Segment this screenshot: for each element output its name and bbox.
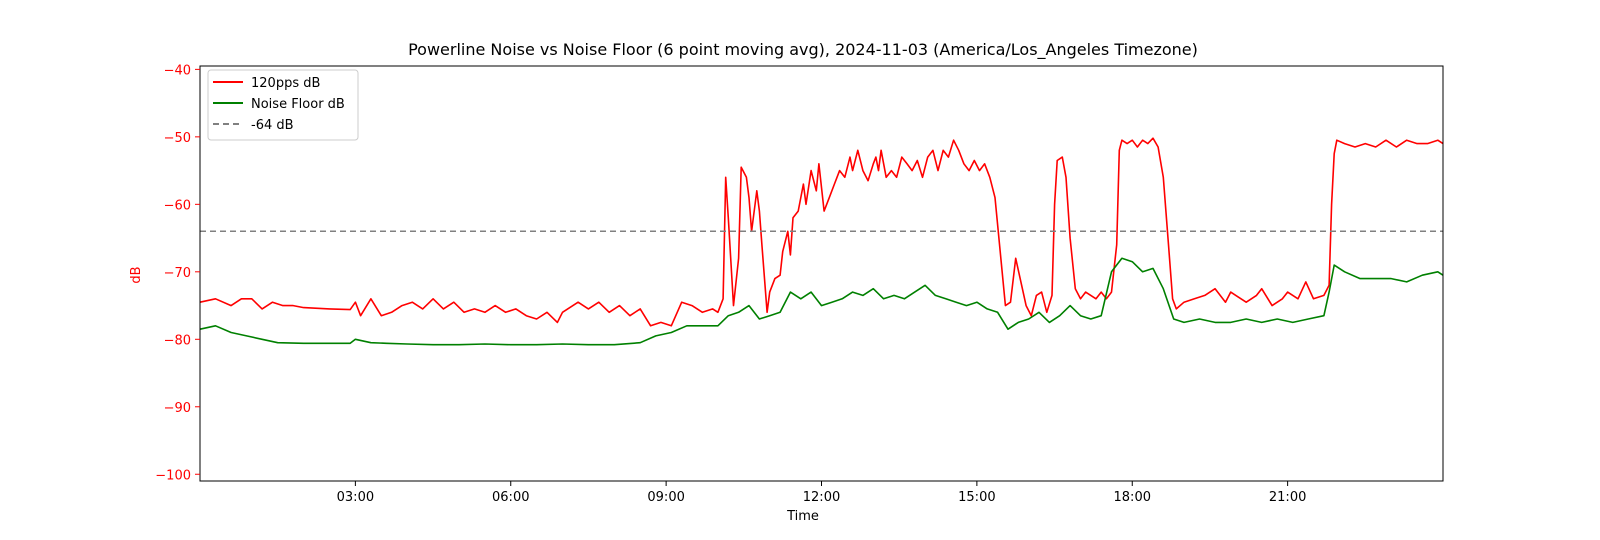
chart-title: Powerline Noise vs Noise Floor (6 point …	[408, 40, 1198, 60]
y-axis-label: dB	[129, 266, 144, 283]
series-line-0	[199, 137, 1444, 327]
plot-area	[199, 65, 1444, 482]
legend: 120pps dB Noise Floor dB -64 dB	[207, 69, 359, 141]
x-tick-label: 03:00	[337, 490, 374, 505]
y-tick-label: −50	[164, 131, 191, 146]
x-tick-label: 09:00	[647, 490, 684, 505]
legend-box	[207, 69, 359, 141]
y-tick-label: −60	[164, 198, 191, 213]
y-tick-label: −70	[164, 266, 191, 281]
legend-label-noise-floor: Noise Floor dB	[251, 97, 345, 112]
x-axis: 03:00 06:00 09:00 12:00 15:00 18:00 21:00	[337, 481, 1306, 505]
x-tick-label: 12:00	[803, 490, 840, 505]
y-tick-label: −40	[164, 63, 191, 78]
x-axis-label: Time	[786, 509, 819, 524]
y-axis: −40 −50 −60 −70 −80 −90 −100	[155, 63, 200, 483]
x-tick-label: 06:00	[492, 490, 529, 505]
legend-label-120pps: 120pps dB	[251, 76, 320, 91]
x-tick-label: 15:00	[958, 490, 995, 505]
x-tick-label: 21:00	[1269, 490, 1306, 505]
series-line-1	[199, 257, 1444, 346]
y-tick-label: −90	[164, 401, 191, 416]
legend-label-threshold: -64 dB	[251, 118, 294, 133]
x-tick-label: 18:00	[1114, 490, 1151, 505]
y-tick-label: −80	[164, 333, 191, 348]
y-tick-label: −100	[155, 468, 191, 483]
